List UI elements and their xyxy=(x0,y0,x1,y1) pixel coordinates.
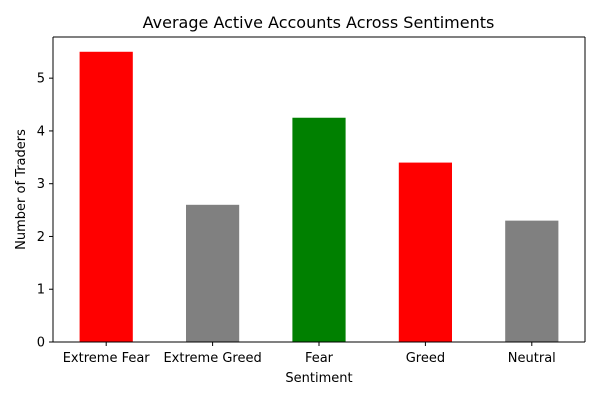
x-axis-ticks: Extreme Fear Extreme Greed Fear Greed Neutra… xyxy=(63,342,556,366)
y-tick-label-1: 1 xyxy=(37,283,45,298)
y-tick-label-5: 5 xyxy=(37,72,45,87)
bar-extreme-fear xyxy=(79,51,133,342)
bar-neutral xyxy=(505,220,559,342)
bar-extreme-greed xyxy=(186,204,240,342)
x-tick-label-greed: Greed xyxy=(406,351,445,366)
x-tick-label-extreme-fear: Extreme Fear xyxy=(63,351,151,366)
y-tick-label-0: 0 xyxy=(37,336,45,351)
y-tick-label-2: 2 xyxy=(37,230,45,245)
x-tick-label-extreme-greed: Extreme Greed xyxy=(163,351,261,366)
y-axis-ticks: 0 1 2 3 4 5 xyxy=(37,72,53,351)
chart-title: Average Active Accounts Across Sentiment… xyxy=(143,13,495,32)
y-tick-label-4: 4 xyxy=(37,124,45,139)
x-tick-label-fear: Fear xyxy=(305,351,334,366)
y-tick-label-3: 3 xyxy=(37,177,45,192)
x-tick-label-neutral: Neutral xyxy=(508,351,556,366)
bars xyxy=(79,51,559,343)
bar-greed xyxy=(398,162,452,342)
y-axis-label: Number of Traders xyxy=(14,129,29,250)
bar-fear xyxy=(292,117,346,343)
x-axis-label: Sentiment xyxy=(285,371,352,386)
